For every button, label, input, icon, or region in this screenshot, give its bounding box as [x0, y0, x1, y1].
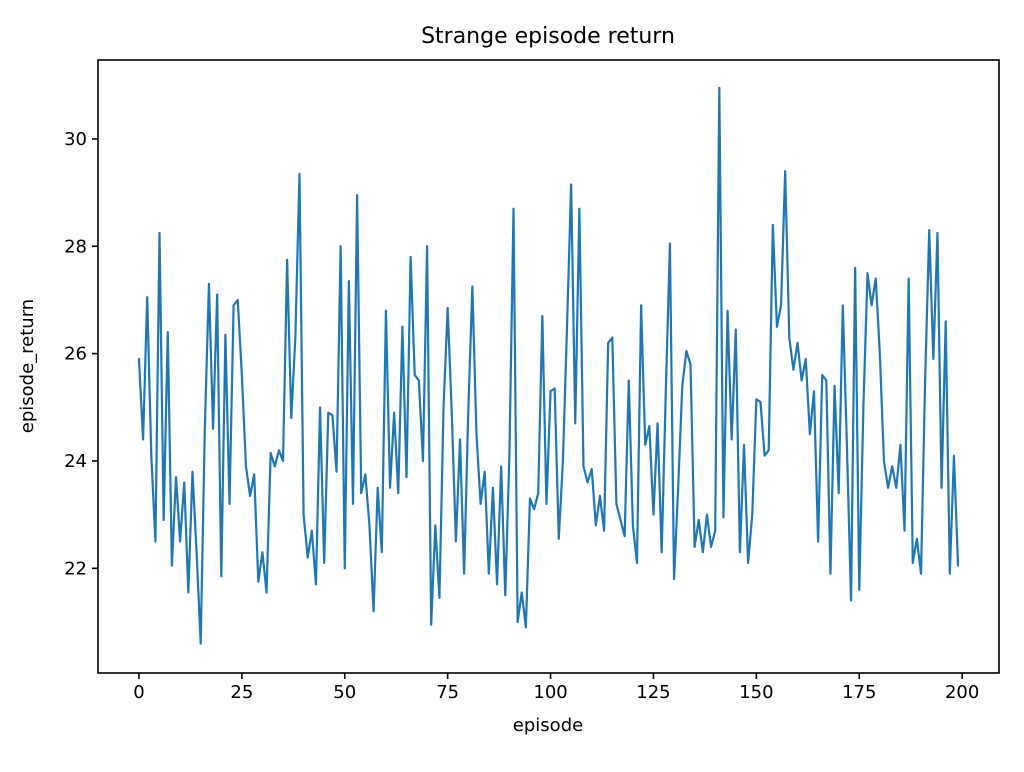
x-tick-label: 150	[739, 682, 773, 703]
y-tick-label: 30	[64, 129, 87, 150]
x-tick-label: 75	[436, 682, 459, 703]
x-tick-label: 25	[230, 682, 253, 703]
x-axis-ticks: 0 25 50 75 100 125 150 175 200	[133, 673, 979, 703]
series-line	[137, 86, 960, 645]
chart-title: Strange episode return	[421, 24, 675, 49]
plot-area	[98, 60, 999, 673]
y-tick-label: 22	[64, 558, 87, 579]
x-tick-label: 100	[533, 682, 567, 703]
x-tick-label: 175	[842, 682, 876, 703]
x-tick-label: 0	[133, 682, 144, 703]
x-tick-label: 50	[333, 682, 356, 703]
y-tick-label: 26	[64, 344, 87, 365]
y-axis-ticks: 22 24 26 28 30	[64, 129, 98, 579]
x-axis-label: episode	[513, 715, 583, 736]
y-tick-label: 24	[64, 451, 87, 472]
x-tick-label: 125	[636, 682, 670, 703]
axes-frame	[97, 59, 1000, 674]
y-tick-label: 28	[64, 236, 87, 257]
y-axis-label: episode_return	[17, 299, 38, 433]
x-tick-label: 200	[945, 682, 979, 703]
